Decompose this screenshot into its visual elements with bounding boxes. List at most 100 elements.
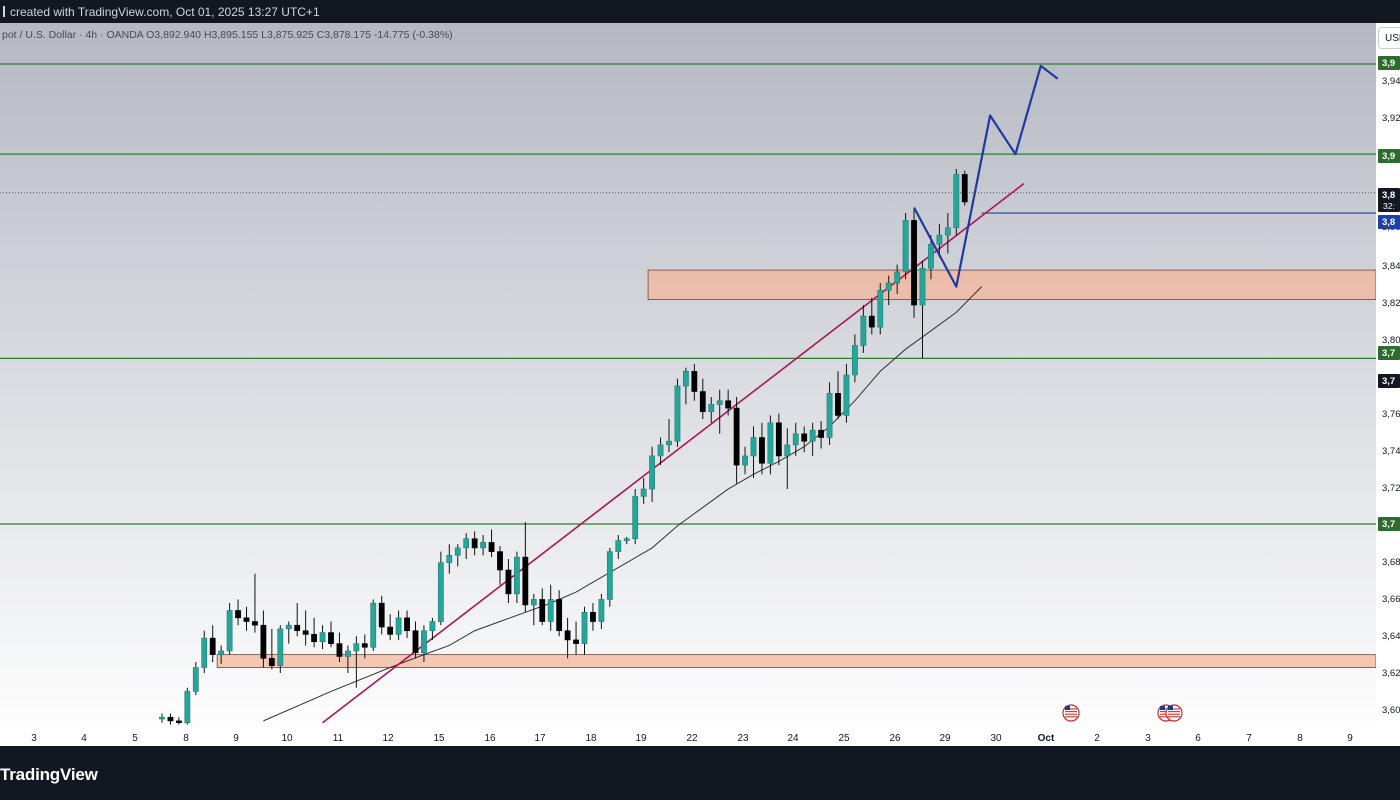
candle-body (953, 174, 960, 229)
candle (522, 522, 529, 613)
candle (446, 544, 453, 574)
candle-body (767, 422, 774, 464)
axis-tag-label: 3,7 (1382, 348, 1395, 359)
candle-body (851, 345, 858, 376)
tradingview-logo: TradingView (0, 765, 98, 784)
candle-body (809, 429, 816, 442)
x-tick-label: 5 (132, 733, 138, 744)
y-tick-label: 3,68 (1382, 557, 1400, 568)
candle-body (159, 716, 165, 720)
symbol-name: pot / U.S. Dollar · 4h · OANDA (2, 29, 144, 41)
currency-button[interactable]: USD (1378, 27, 1400, 49)
candle-body (311, 634, 317, 643)
y-tick-label: 3,74 (1382, 446, 1400, 457)
candle-body (328, 632, 334, 644)
candle-body (471, 538, 478, 549)
zone-rect (216, 654, 1377, 668)
candle (294, 603, 301, 637)
candle-body (497, 551, 503, 571)
chart-background (0, 23, 1400, 746)
candle (497, 546, 503, 585)
candle (404, 610, 410, 639)
change-value: -14.775 (-0.38%) (373, 29, 453, 41)
candle (530, 593, 537, 626)
symbol-info: pot / U.S. Dollar · 4h · OANDA O3,892.94… (2, 29, 453, 41)
candle-body (505, 569, 512, 595)
open-value: O3,892.940 (146, 29, 202, 41)
x-tick-label: 23 (737, 733, 749, 744)
y-tick-label: 3,92 (1382, 113, 1400, 124)
high-value: H3,895.155 (203, 29, 259, 41)
candle-body (226, 610, 233, 652)
candle-body (201, 637, 208, 668)
candle (319, 625, 326, 650)
candle-body (868, 315, 875, 328)
candle-body (877, 290, 884, 328)
candle-body (649, 455, 655, 490)
candle (235, 599, 241, 626)
candle-body (285, 624, 292, 630)
price-chart[interactable]: 3 4 5 8 9 10 11 12 15 16 17 18 19 22 23 24 25 26 29 30 Oct 2 3… (0, 23, 1400, 746)
candle-body (404, 617, 410, 632)
candle (691, 363, 698, 401)
axis-tag-label: 3,7 (1382, 519, 1395, 530)
candle (463, 533, 470, 559)
y-axis: 3,943,923,863,843,823,803,763,743,723,68… (1376, 23, 1400, 727)
candle (421, 625, 427, 662)
candle-body (353, 643, 360, 652)
candle-body (928, 244, 934, 269)
candle-body (556, 599, 563, 632)
y-tick-label: 3,66 (1382, 594, 1400, 605)
us-flag-icon (1165, 704, 1183, 722)
x-tick-label: 16 (484, 733, 496, 744)
candle-body (581, 612, 588, 644)
candle (666, 419, 672, 453)
horizontal-levels (0, 63, 1376, 525)
candle-body (784, 444, 791, 457)
candle-body (674, 385, 681, 442)
candle-body (606, 551, 613, 600)
candle (513, 551, 520, 604)
candle-body (446, 554, 453, 563)
candle-body (361, 643, 368, 648)
candle (944, 213, 951, 254)
y-tick-label: 3,60 (1382, 705, 1400, 716)
candle (894, 264, 901, 294)
x-tick-label: 2 (1094, 733, 1100, 744)
candle (801, 426, 808, 453)
candle (201, 630, 208, 674)
x-tick-label: 24 (787, 733, 799, 744)
candle (336, 632, 343, 662)
footer-bar: TradingView (0, 746, 1400, 800)
candle (733, 397, 740, 484)
candle-body (463, 538, 470, 549)
candle (818, 420, 824, 449)
candle (344, 645, 351, 674)
candle (378, 595, 385, 635)
candle (699, 378, 706, 420)
candle-body (961, 174, 968, 203)
candle-body (564, 630, 571, 641)
candle-body (209, 637, 216, 655)
moving-average (263, 286, 983, 722)
candle-body (843, 374, 850, 416)
candle-body (167, 716, 174, 722)
candle (674, 378, 681, 447)
candle-body (268, 658, 275, 666)
candle-body (547, 599, 554, 622)
candle (285, 621, 292, 644)
candle-body (573, 639, 579, 644)
candle-body (750, 437, 757, 457)
candle (573, 621, 579, 655)
candle-body (919, 267, 926, 306)
candle-body (944, 227, 951, 236)
candle-body (488, 542, 495, 552)
low-value: L3,875.925 (261, 29, 314, 41)
candle (252, 573, 258, 633)
demand-zones (216, 269, 1377, 668)
axis-tag-bg (1378, 188, 1400, 212)
candle (902, 213, 909, 280)
candle-body (252, 621, 258, 626)
y-tick-label: 3,64 (1382, 631, 1400, 642)
axis-price-tag: 3,9 (1378, 56, 1400, 70)
